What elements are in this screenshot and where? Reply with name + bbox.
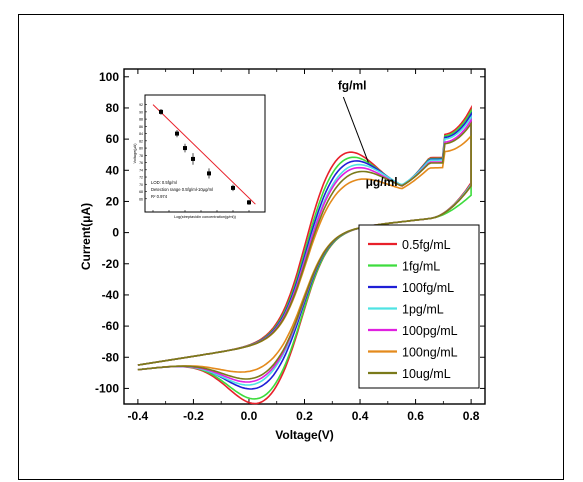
annotation-arrow-line [342, 96, 369, 163]
inset-point [175, 131, 179, 136]
inset-y-tick-label: 70 [139, 183, 143, 187]
y-tick-label: -40 [102, 288, 120, 302]
inset-y-tick-label: 90 [139, 110, 143, 114]
x-tick-label: 0.0 [241, 409, 258, 423]
x-tick-label: 0.6 [407, 409, 424, 423]
cv-curve-6 [137, 120, 472, 380]
inset-y-tick-label: 88 [139, 118, 143, 122]
inset-y-tick-label: 74 [139, 168, 143, 172]
inset-x-label: Log(streptavidin concentration(g/ml)) [174, 215, 237, 219]
y-tick-label: -60 [102, 319, 120, 333]
x-tick-label: -0.4 [128, 409, 149, 423]
legend-label: 100pg/mL [402, 324, 458, 338]
inset-point [191, 156, 195, 161]
legend-label: 1pg/mL [402, 303, 444, 317]
y-tick-label: 80 [106, 101, 120, 115]
y-tick-label: -20 [102, 257, 120, 271]
inset-point [207, 171, 211, 176]
inset-point [183, 146, 187, 151]
y-tick-label: 60 [106, 132, 120, 146]
annotation-fg-ml: fg/ml [338, 78, 367, 92]
inset-y-tick-label: 80 [139, 147, 143, 151]
inset-y-tick-label: 84 [139, 132, 143, 136]
legend-label: 1fg/mL [402, 260, 440, 274]
y-tick-label: 20 [106, 194, 120, 208]
inset-point [231, 185, 235, 190]
inset-y-label: Voltage(μA) [133, 143, 137, 164]
legend-label: 100ng/mL [402, 346, 458, 360]
y-tick-label: -100 [95, 381, 119, 395]
y-axis-label: Current(μA) [79, 203, 93, 270]
legend-label: 100fg/mL [402, 281, 454, 295]
legend-box [358, 224, 480, 389]
inset-y-tick-label: 92 [139, 103, 143, 107]
inset-y-tick-label: 78 [139, 154, 143, 158]
legend-label: 0.5fg/mL [402, 238, 451, 252]
inset-y-tick-label: 68 [139, 190, 143, 194]
inset-y-tick-label: 82 [139, 139, 143, 143]
annotation-ug-ml: μg/ml [366, 175, 398, 189]
inset-y-tick-label: 66 [139, 197, 143, 201]
x-axis-label: Voltage(V) [275, 428, 333, 442]
inset-text-line: LOD: 0.5fg/ml [151, 180, 177, 185]
inset-y-tick-label: 72 [139, 176, 143, 180]
y-tick-label: 40 [106, 163, 120, 177]
inset-frame [144, 94, 266, 213]
x-tick-label: 0.2 [296, 409, 313, 423]
x-tick-label: 0.4 [352, 409, 369, 423]
inset-point [247, 200, 251, 205]
x-tick-label: 0.8 [463, 409, 480, 423]
inset-y-tick-label: 86 [139, 125, 143, 129]
legend-label: 10ug/mL [402, 367, 451, 381]
y-tick-label: 0 [112, 226, 119, 240]
inset-fit-line [152, 104, 256, 205]
inset-text-line: R² 0.974 [151, 194, 168, 199]
y-tick-label: -80 [102, 350, 120, 364]
inset-y-tick-label: 76 [139, 161, 143, 165]
inset-point [159, 109, 163, 114]
y-tick-label: 100 [99, 70, 119, 84]
x-tick-label: -0.2 [183, 409, 204, 423]
inset-text-line: Detection range 0.5fg/ml-10μg/ml [151, 187, 213, 192]
